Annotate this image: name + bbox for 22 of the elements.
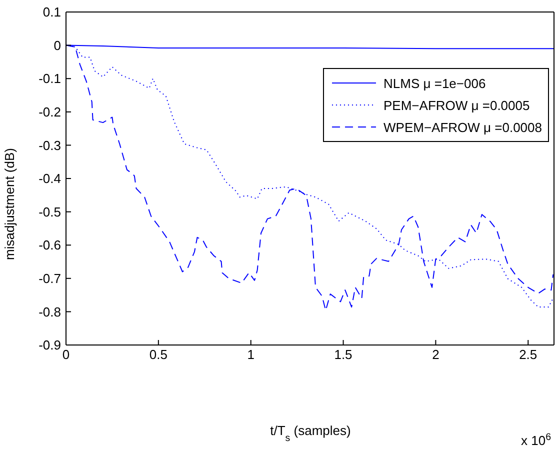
y-tick-label: -0.9 [38,338,61,353]
y-tick-label: -0.5 [38,204,61,220]
x-tick-label: 0.5 [149,347,168,362]
y-tick-label: -0.6 [38,238,61,253]
y-tick-label: 0 [54,38,61,53]
y-tick-label: 0.1 [42,4,61,20]
text: x 10$^{6}$ [520,432,551,448]
y-tick-label: -0.1 [38,71,61,86]
x-tick-label: 2 [432,347,440,362]
y-tick-label: -0.8 [38,304,61,320]
y-tick-label: -0.7 [38,271,61,286]
y-tick-label: -0.4 [38,171,61,186]
legend-label: NLMS μ =1e−006 [384,76,486,90]
legend-label: WPEM−AFROW μ =0.0008 [384,120,542,134]
y-tick-label: -0.3 [38,138,61,153]
x-tick-label: 1.5 [334,347,352,362]
y-tick-label: -0.2 [38,104,61,120]
x-tick-label: 1 [247,347,254,362]
x-tick-label: 2.5 [519,347,538,362]
x-axis-title: t/T$_{s}$ (samples) [270,423,351,444]
y-axis-title: misadjustment (dB) [2,148,17,260]
legend-label: PEM−AFROW μ =0.0005 [384,98,530,112]
